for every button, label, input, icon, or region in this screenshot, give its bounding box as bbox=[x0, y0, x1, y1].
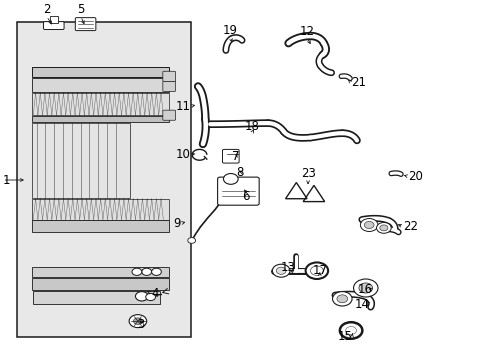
Bar bbox=[17, 22, 190, 337]
Circle shape bbox=[133, 318, 142, 324]
FancyBboxPatch shape bbox=[222, 149, 239, 163]
Text: 9: 9 bbox=[173, 217, 181, 230]
Circle shape bbox=[151, 268, 161, 275]
Bar bbox=[32, 93, 168, 115]
FancyBboxPatch shape bbox=[163, 110, 175, 120]
Circle shape bbox=[358, 283, 372, 293]
Bar bbox=[32, 78, 168, 92]
Text: 1: 1 bbox=[2, 174, 10, 186]
Bar bbox=[32, 67, 168, 77]
Circle shape bbox=[360, 219, 377, 231]
Text: 22: 22 bbox=[403, 220, 418, 233]
Text: 21: 21 bbox=[350, 76, 366, 89]
Text: 11: 11 bbox=[175, 100, 190, 113]
Circle shape bbox=[376, 222, 390, 233]
FancyBboxPatch shape bbox=[163, 81, 175, 91]
FancyBboxPatch shape bbox=[75, 18, 96, 31]
Text: 19: 19 bbox=[222, 24, 237, 37]
Circle shape bbox=[145, 293, 155, 301]
Text: 17: 17 bbox=[312, 264, 326, 277]
Text: 3: 3 bbox=[137, 318, 144, 330]
Bar bbox=[32, 116, 168, 122]
Circle shape bbox=[142, 268, 151, 275]
Circle shape bbox=[187, 238, 195, 243]
FancyBboxPatch shape bbox=[43, 22, 64, 30]
Circle shape bbox=[276, 267, 285, 274]
Text: 14: 14 bbox=[353, 298, 368, 311]
Circle shape bbox=[332, 292, 351, 306]
Bar bbox=[32, 278, 168, 290]
FancyBboxPatch shape bbox=[217, 177, 259, 205]
Circle shape bbox=[129, 315, 146, 328]
Circle shape bbox=[272, 264, 289, 277]
Circle shape bbox=[135, 292, 148, 301]
Text: 15: 15 bbox=[337, 330, 351, 343]
Bar bbox=[32, 267, 168, 277]
Circle shape bbox=[379, 225, 387, 231]
Bar bbox=[32, 220, 168, 232]
Text: 10: 10 bbox=[176, 148, 190, 161]
Text: 20: 20 bbox=[407, 170, 422, 183]
Circle shape bbox=[305, 262, 327, 279]
Text: 12: 12 bbox=[299, 25, 314, 38]
Circle shape bbox=[132, 268, 142, 275]
Circle shape bbox=[336, 295, 347, 303]
Text: 23: 23 bbox=[300, 167, 315, 180]
Text: 7: 7 bbox=[232, 150, 239, 163]
Text: 8: 8 bbox=[236, 166, 243, 179]
Text: 4: 4 bbox=[151, 287, 159, 300]
Text: 2: 2 bbox=[42, 3, 50, 16]
Text: 18: 18 bbox=[244, 120, 259, 133]
FancyBboxPatch shape bbox=[163, 71, 175, 81]
Text: 16: 16 bbox=[357, 283, 372, 296]
Bar bbox=[32, 199, 168, 220]
Text: 6: 6 bbox=[242, 190, 249, 203]
Text: 5: 5 bbox=[77, 3, 84, 16]
Bar bbox=[32, 123, 129, 198]
Circle shape bbox=[345, 327, 356, 334]
Bar bbox=[33, 291, 160, 304]
Circle shape bbox=[364, 221, 373, 229]
Circle shape bbox=[339, 322, 362, 339]
Circle shape bbox=[310, 266, 323, 275]
Text: 13: 13 bbox=[281, 261, 295, 274]
Circle shape bbox=[223, 174, 238, 184]
Bar bbox=[50, 16, 58, 23]
Circle shape bbox=[353, 279, 377, 297]
